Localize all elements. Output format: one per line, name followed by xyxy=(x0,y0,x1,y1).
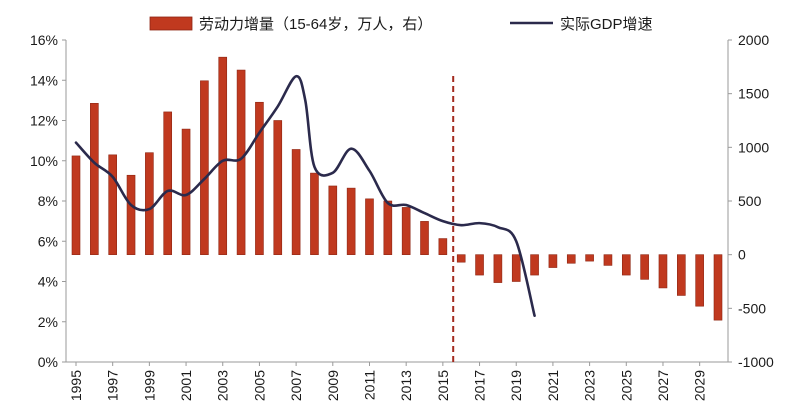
right-tick-label: 2000 xyxy=(738,32,769,48)
bar xyxy=(548,254,558,268)
bar xyxy=(163,111,173,255)
bar xyxy=(218,56,228,255)
right-tick-label: -1000 xyxy=(738,354,774,370)
x-tick-label: 2005 xyxy=(251,370,267,401)
bar xyxy=(621,254,631,276)
bar xyxy=(310,172,319,255)
bar xyxy=(126,174,136,255)
bar xyxy=(273,120,283,255)
x-tick-label: 2003 xyxy=(215,370,231,401)
x-tick-label: 2001 xyxy=(178,370,194,401)
left-tick-label: 10% xyxy=(30,153,58,169)
bar xyxy=(401,207,411,255)
bar xyxy=(328,185,338,255)
bar xyxy=(640,254,649,280)
x-tick-label: 2007 xyxy=(288,370,304,401)
legend-bar-swatch xyxy=(149,16,193,31)
left-tick-label: 8% xyxy=(38,193,58,209)
right-tick-label: 1000 xyxy=(738,139,769,155)
left-tick-label: 2% xyxy=(38,314,58,330)
bar xyxy=(438,238,448,255)
bar-series xyxy=(71,56,723,321)
right-tick-label: 0 xyxy=(738,247,746,263)
bar xyxy=(456,254,466,263)
left-tick-label: 12% xyxy=(30,113,58,129)
bar xyxy=(475,254,484,276)
bar xyxy=(530,254,539,276)
legend: 劳动力增量（15-64岁，万人，右） 实际GDP增速 xyxy=(149,16,653,33)
line-series xyxy=(74,74,536,318)
x-tick-label: 1997 xyxy=(105,370,121,401)
bar xyxy=(181,128,191,255)
x-tick-label: 2011 xyxy=(361,370,377,400)
bar xyxy=(255,101,264,255)
x-tick-label: 1999 xyxy=(141,370,157,401)
bar xyxy=(71,155,81,255)
bar xyxy=(658,254,668,289)
left-tick-label: 6% xyxy=(38,233,58,249)
tick-labels: 0% 2% 4% 6% 8% 10% 12% 14% 16% -1000 -500 0 500 1000 1… xyxy=(30,32,774,401)
x-tick-label: 2013 xyxy=(398,370,414,401)
x-tick-label: 2019 xyxy=(508,370,524,401)
bar xyxy=(90,103,99,255)
right-tick-label: 1500 xyxy=(738,86,769,102)
x-tick-label: 2015 xyxy=(435,370,451,401)
bar xyxy=(420,221,429,255)
x-tick-label: 2023 xyxy=(582,370,598,401)
x-tick-label: 2021 xyxy=(545,370,561,401)
bar xyxy=(603,254,613,266)
bar xyxy=(291,149,301,255)
x-tick-label: 2027 xyxy=(655,370,671,401)
left-tick-label: 14% xyxy=(30,72,58,88)
bar xyxy=(236,69,246,255)
bar xyxy=(346,187,356,255)
x-tick-label: 2017 xyxy=(472,370,488,401)
bar xyxy=(145,152,154,255)
x-tick-label: 2025 xyxy=(618,370,634,401)
right-tick-label: -500 xyxy=(738,300,766,316)
bar xyxy=(511,254,521,282)
bar xyxy=(365,198,374,255)
bar xyxy=(713,254,723,321)
right-tick-label: 500 xyxy=(738,193,762,209)
left-tick-label: 16% xyxy=(30,32,58,48)
left-tick-label: 4% xyxy=(38,274,58,290)
bar xyxy=(695,254,704,307)
axes xyxy=(62,39,732,366)
legend-bar-label: 劳动力增量（15-64岁，万人，右） xyxy=(199,16,432,33)
bar xyxy=(677,254,686,296)
x-tick-label: 2009 xyxy=(325,370,341,401)
legend-line-label: 实际GDP增速 xyxy=(560,16,653,33)
bar xyxy=(493,254,503,283)
bar xyxy=(108,154,117,255)
gdp-growth-line xyxy=(74,74,536,318)
bar xyxy=(200,80,209,255)
bar xyxy=(585,254,594,262)
x-tick-label: 2029 xyxy=(692,370,708,401)
x-tick-label: 1995 xyxy=(68,370,84,401)
left-tick-label: 0% xyxy=(38,354,58,370)
bar xyxy=(566,254,576,264)
bar xyxy=(383,200,393,255)
